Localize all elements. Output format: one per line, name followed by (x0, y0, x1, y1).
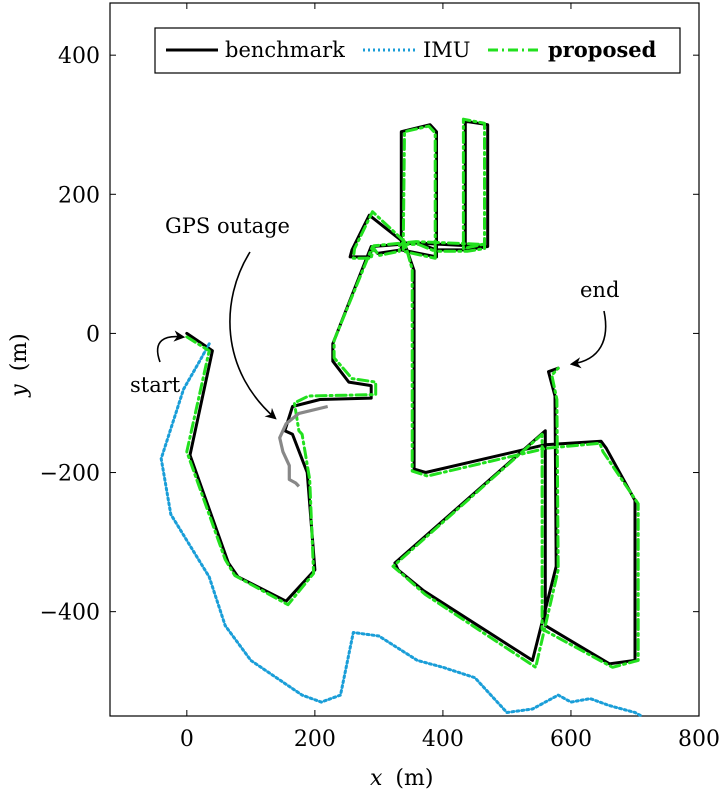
series-layer (159, 117, 643, 718)
gps-outage-segment (278, 404, 329, 488)
series-line-proposed (185, 117, 640, 669)
gps-outage-label: GPS outage (165, 214, 290, 238)
x-axis-unit: (m) (395, 766, 433, 791)
start-arrow (156, 330, 186, 363)
legend: benchmark IMU proposed (154, 27, 681, 74)
x-tick-label: 600 (550, 727, 592, 752)
y-tick-label: 400 (58, 44, 100, 69)
x-tick-label: 400 (422, 727, 464, 752)
y-tick-label: −400 (40, 601, 100, 626)
x-tick-label: 200 (294, 727, 336, 752)
y-tick-label: −200 (40, 462, 100, 487)
y-tick-label: 0 (86, 322, 100, 347)
x-axis-var: x (370, 766, 383, 791)
y-axis-var: y (7, 384, 32, 398)
legend-label-proposed: proposed (548, 37, 657, 62)
y-axis-label: y (m) (7, 333, 32, 397)
x-axis-label: x (m) (370, 766, 433, 791)
series-line-imu (159, 342, 643, 718)
end-arrow (569, 310, 607, 369)
start-label: start (130, 373, 181, 397)
y-tick-label: 200 (58, 183, 100, 208)
series-line-benchmark (185, 119, 637, 666)
plot-frame (109, 2, 700, 717)
y-axis-unit: (m) (7, 333, 32, 371)
end-label: end (580, 278, 619, 302)
x-tick-label: 800 (678, 727, 720, 752)
axis-ticks: 0 200 400 600 800 400 200 0 −200 −400 (40, 3, 720, 752)
legend-label-benchmark: benchmark (225, 38, 345, 62)
legend-label-imu: IMU (423, 38, 471, 62)
x-tick-label: 0 (180, 727, 194, 752)
gps-outage-arrow (229, 251, 277, 420)
legend-box (154, 27, 681, 74)
